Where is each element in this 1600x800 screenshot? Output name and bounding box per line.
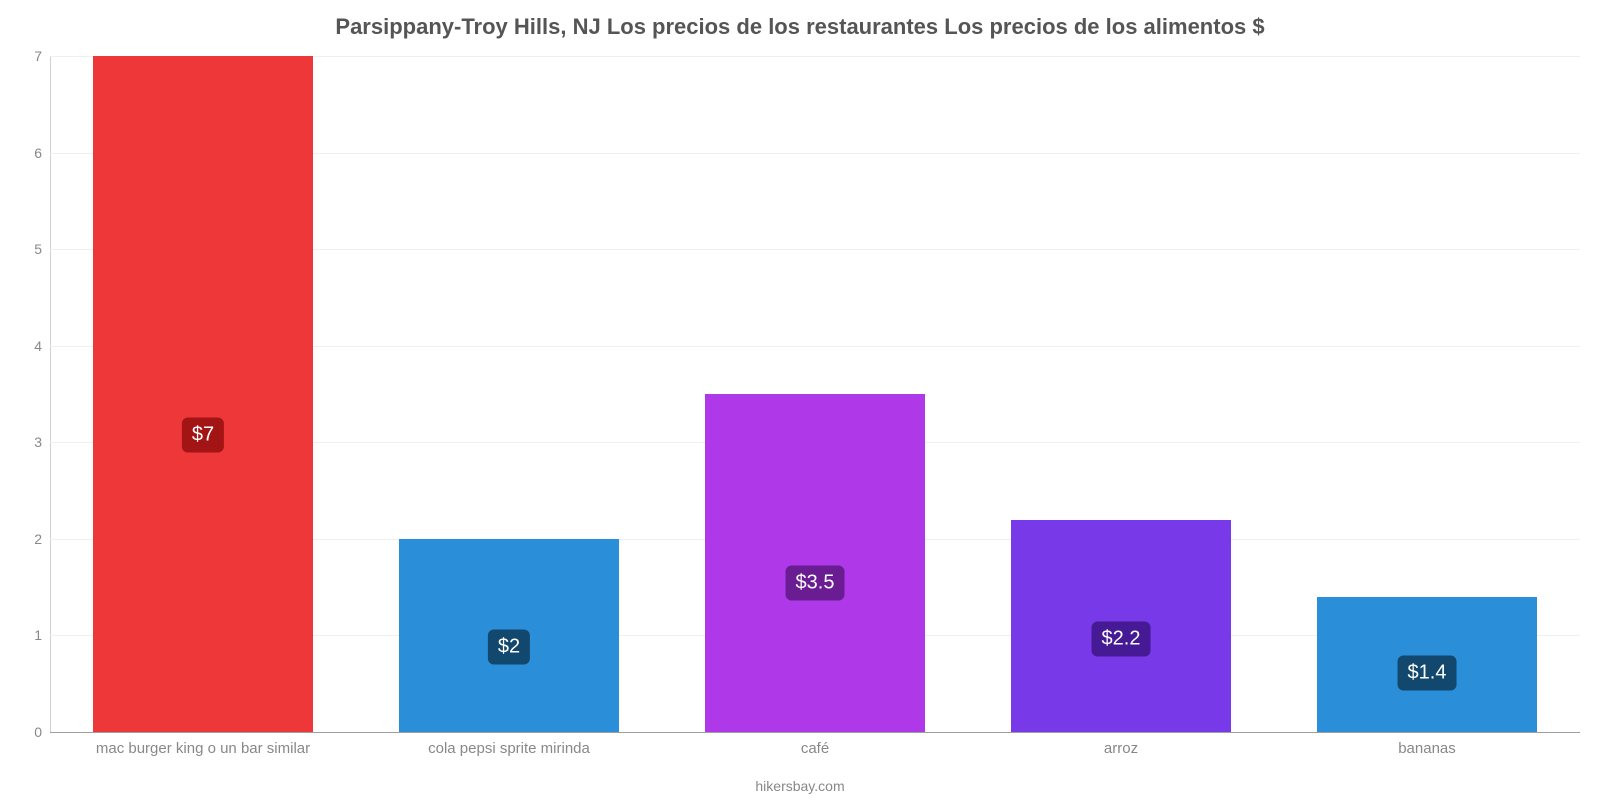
xtick-label: café (801, 740, 829, 757)
bar-value-label: $2.2 (1092, 621, 1151, 656)
ytick-label: 7 (34, 48, 42, 64)
ytick-label: 3 (34, 434, 42, 450)
ytick-label: 6 (34, 145, 42, 161)
bar-value-label: $3.5 (786, 566, 845, 601)
xtick-label: bananas (1398, 740, 1456, 757)
ytick-label: 2 (34, 531, 42, 547)
price-chart: Parsippany-Troy Hills, NJ Los precios de… (0, 0, 1600, 800)
chart-title: Parsippany-Troy Hills, NJ Los precios de… (0, 14, 1600, 40)
xtick-label: mac burger king o un bar similar (96, 740, 310, 757)
ytick-label: 0 (34, 724, 42, 740)
ytick-label: 5 (34, 241, 42, 257)
xtick-label: arroz (1104, 740, 1138, 757)
attribution: hikersbay.com (0, 778, 1600, 794)
bar (705, 394, 925, 732)
bar (93, 56, 313, 732)
xtick-label: cola pepsi sprite mirinda (428, 740, 590, 757)
plot-area: $7 $2 $3.5 $2.2 $1.4 (50, 56, 1580, 732)
bar-value-label: $2 (488, 630, 530, 665)
baseline (50, 732, 1580, 733)
ytick-label: 4 (34, 338, 42, 354)
bar-value-label: $1.4 (1398, 655, 1457, 690)
y-axis (50, 56, 51, 732)
ytick-label: 1 (34, 627, 42, 643)
bar-value-label: $7 (182, 417, 224, 452)
